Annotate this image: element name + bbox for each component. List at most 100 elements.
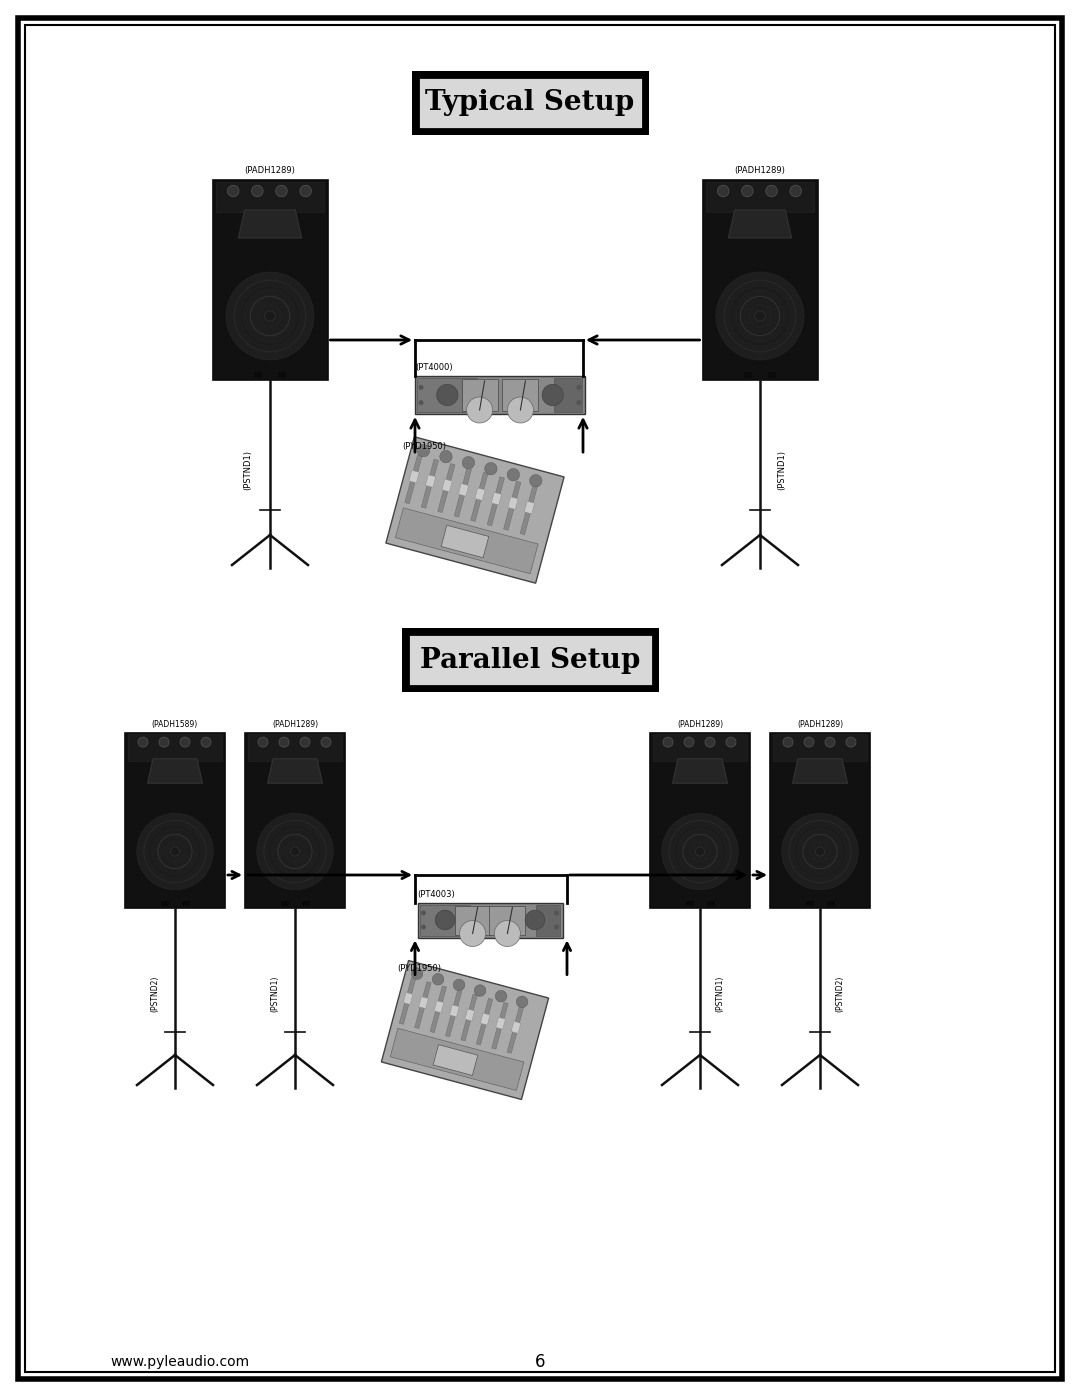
Bar — [706, 182, 814, 212]
Text: (PSTND1): (PSTND1) — [270, 975, 280, 1011]
FancyBboxPatch shape — [471, 472, 488, 521]
Circle shape — [705, 738, 715, 747]
Bar — [650, 732, 750, 908]
Circle shape — [782, 813, 858, 890]
FancyBboxPatch shape — [503, 481, 521, 531]
Circle shape — [846, 738, 856, 747]
Circle shape — [440, 450, 453, 462]
Circle shape — [716, 272, 804, 359]
FancyBboxPatch shape — [430, 986, 446, 1032]
Text: (PSTND1): (PSTND1) — [715, 975, 725, 1011]
Circle shape — [432, 974, 444, 985]
Bar — [161, 901, 168, 905]
Polygon shape — [268, 759, 323, 784]
Circle shape — [419, 400, 423, 405]
Text: (PADH1589): (PADH1589) — [152, 719, 198, 728]
Circle shape — [496, 990, 507, 1002]
Circle shape — [411, 968, 423, 979]
FancyBboxPatch shape — [521, 486, 538, 535]
Text: 6: 6 — [535, 1354, 545, 1370]
Bar — [418, 77, 643, 129]
Circle shape — [321, 738, 330, 747]
Circle shape — [508, 468, 519, 481]
Text: www.pyleaudio.com: www.pyleaudio.com — [110, 1355, 249, 1369]
Bar — [418, 902, 563, 937]
Circle shape — [257, 813, 333, 890]
Text: (PADH1289): (PADH1289) — [797, 719, 843, 728]
FancyBboxPatch shape — [496, 1017, 505, 1030]
Bar — [773, 735, 867, 760]
Circle shape — [742, 186, 753, 197]
Bar — [411, 71, 648, 136]
Circle shape — [717, 186, 729, 197]
Circle shape — [783, 738, 793, 747]
Circle shape — [138, 738, 148, 747]
FancyBboxPatch shape — [464, 1009, 474, 1021]
FancyBboxPatch shape — [524, 502, 535, 514]
Circle shape — [804, 738, 814, 747]
Text: (PSTND1): (PSTND1) — [243, 450, 253, 490]
FancyBboxPatch shape — [475, 488, 485, 500]
Circle shape — [755, 310, 766, 321]
Bar — [686, 901, 693, 905]
Text: (PADH1289): (PADH1289) — [244, 166, 296, 175]
Text: (PADH1289): (PADH1289) — [677, 719, 724, 728]
FancyBboxPatch shape — [455, 468, 472, 517]
Bar — [653, 735, 747, 760]
Bar — [245, 732, 345, 908]
Text: (PSTND2): (PSTND2) — [150, 975, 160, 1011]
Circle shape — [495, 921, 521, 947]
Polygon shape — [673, 759, 728, 784]
Circle shape — [663, 738, 673, 747]
Circle shape — [529, 475, 542, 488]
Bar — [806, 901, 813, 905]
Bar — [213, 180, 327, 380]
FancyBboxPatch shape — [449, 1004, 459, 1017]
FancyBboxPatch shape — [381, 961, 549, 1099]
Text: (PT4000): (PT4000) — [415, 363, 453, 372]
Circle shape — [137, 813, 213, 890]
FancyBboxPatch shape — [487, 476, 504, 525]
FancyBboxPatch shape — [433, 1045, 477, 1076]
Circle shape — [474, 985, 486, 996]
Bar — [537, 904, 559, 936]
Bar — [706, 901, 715, 905]
Text: (PT4003): (PT4003) — [418, 890, 456, 898]
Circle shape — [726, 738, 735, 747]
Circle shape — [421, 911, 426, 915]
Bar — [419, 904, 470, 936]
Circle shape — [265, 310, 275, 321]
Text: (PSTND1): (PSTND1) — [778, 450, 786, 490]
Circle shape — [516, 996, 528, 1007]
Circle shape — [279, 738, 289, 747]
Circle shape — [417, 444, 430, 457]
Text: Typical Setup: Typical Setup — [426, 89, 635, 116]
Circle shape — [684, 738, 694, 747]
Circle shape — [508, 397, 534, 423]
Bar — [702, 180, 818, 380]
FancyBboxPatch shape — [405, 455, 422, 504]
Bar — [417, 379, 476, 412]
FancyBboxPatch shape — [461, 995, 477, 1041]
FancyBboxPatch shape — [476, 999, 492, 1045]
Circle shape — [815, 847, 824, 856]
Circle shape — [696, 847, 704, 856]
Circle shape — [228, 186, 239, 197]
FancyBboxPatch shape — [481, 1013, 490, 1025]
Circle shape — [485, 462, 497, 475]
Text: Parallel Setup: Parallel Setup — [420, 647, 640, 673]
Circle shape — [300, 186, 311, 197]
Circle shape — [766, 186, 778, 197]
Circle shape — [577, 400, 581, 405]
Bar — [129, 735, 222, 760]
Bar — [455, 905, 490, 935]
Bar — [407, 634, 652, 686]
FancyBboxPatch shape — [442, 479, 453, 492]
Circle shape — [171, 847, 179, 856]
FancyBboxPatch shape — [426, 475, 435, 488]
Circle shape — [554, 925, 559, 929]
FancyBboxPatch shape — [421, 460, 438, 509]
Text: (PYD1950): (PYD1950) — [397, 964, 442, 974]
Bar — [744, 372, 752, 379]
Circle shape — [467, 397, 492, 423]
